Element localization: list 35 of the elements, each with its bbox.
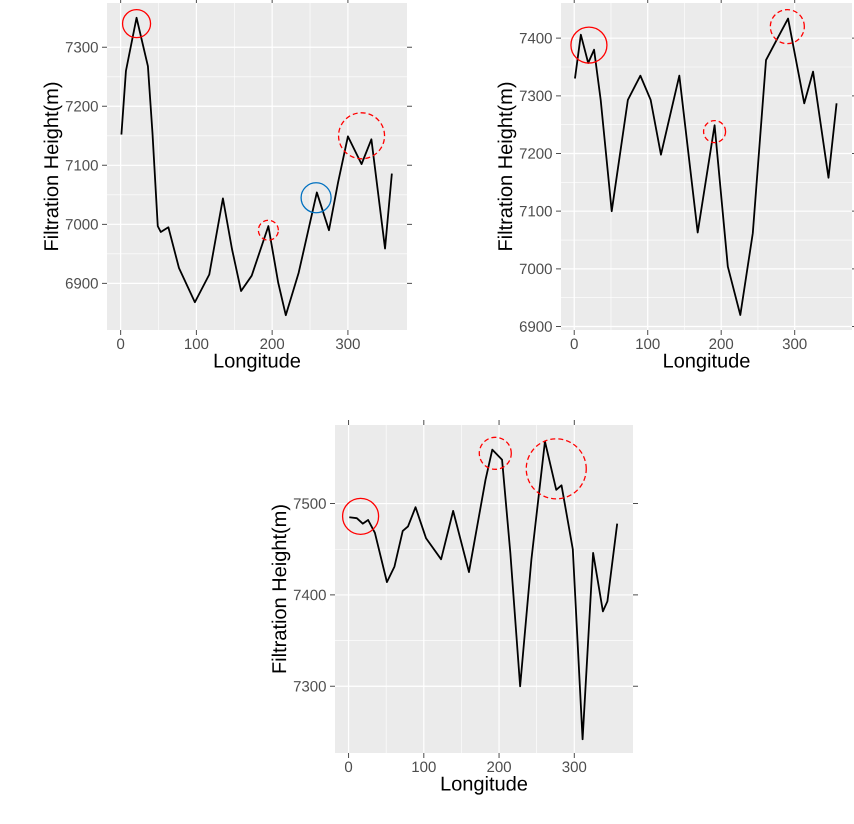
x-tick-label: 100 xyxy=(185,338,208,350)
y-tick-label: 7300 xyxy=(66,42,98,53)
x-tick-label: 100 xyxy=(412,762,436,772)
x-tick-label: 300 xyxy=(782,338,807,350)
x-tick-label: 0 xyxy=(570,338,578,350)
y-tick-label: 6900 xyxy=(66,278,98,289)
x-tick-label: 0 xyxy=(344,762,352,772)
x-axis-title: Longitude xyxy=(442,776,528,795)
y-tick-label: 7000 xyxy=(520,264,552,274)
y-tick-label: 7500 xyxy=(294,498,326,509)
y-tick-label: 7400 xyxy=(520,32,552,44)
y-tick-label: 7300 xyxy=(520,90,552,102)
y-axis-title: Filtration Height(m) xyxy=(272,505,290,672)
line-series xyxy=(120,16,393,316)
y-axis-title: Filtration Height(m) xyxy=(498,82,516,250)
y-axis-title: Filtration Height(m) xyxy=(44,82,62,250)
line-series xyxy=(574,18,838,316)
line-series xyxy=(348,440,618,740)
x-tick-label: 100 xyxy=(636,338,660,350)
y-tick-label: 7000 xyxy=(66,219,98,230)
x-tick-label: 200 xyxy=(487,762,511,772)
y-tick-label: 7100 xyxy=(66,160,98,171)
y-tick-label: 7200 xyxy=(66,100,98,112)
x-tick-label: 200 xyxy=(709,338,734,350)
x-tick-label: 300 xyxy=(562,762,586,772)
y-tick-label: 7100 xyxy=(520,206,552,216)
x-tick-label: 200 xyxy=(260,338,284,350)
x-tick-label: 300 xyxy=(336,338,360,350)
x-tick-label: 0 xyxy=(117,338,124,350)
x-axis-title: Longitude xyxy=(664,353,750,372)
x-axis-title: Longitude xyxy=(214,353,300,372)
y-tick-label: 7200 xyxy=(520,148,552,159)
y-tick-label: 7400 xyxy=(294,590,326,600)
y-tick-label: 6900 xyxy=(520,321,552,332)
y-tick-label: 7300 xyxy=(294,680,326,692)
